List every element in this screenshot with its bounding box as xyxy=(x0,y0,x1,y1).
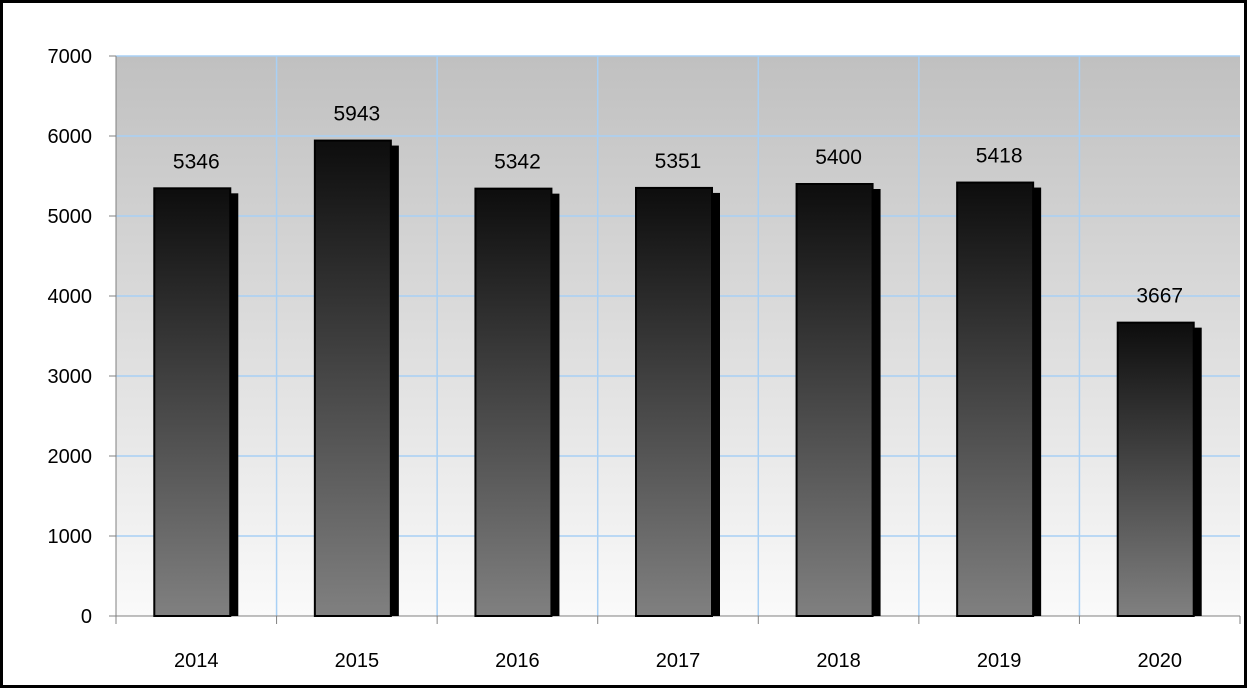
bars xyxy=(153,139,1202,617)
x-tick-label-2015: 2015 xyxy=(335,650,380,672)
data-label-2015: 5943 xyxy=(333,103,380,126)
y-tick-label: 5000 xyxy=(48,206,93,228)
y-tick-label: 4000 xyxy=(48,286,93,308)
data-label-2020: 3667 xyxy=(1136,285,1183,308)
x-tick-label-2014: 2014 xyxy=(174,650,219,672)
y-tick-labels: 0 1000 2000 3000 4000 5000 6000 7000 xyxy=(48,46,93,628)
x-tick-label-2019: 2019 xyxy=(977,650,1022,672)
bar-2014 xyxy=(153,187,232,617)
y-tick-label: 1000 xyxy=(48,526,93,548)
y-tick-label: 2000 xyxy=(48,446,93,468)
data-label-2014: 5346 xyxy=(173,150,220,173)
bar-2017 xyxy=(635,186,713,617)
data-label-2017: 5351 xyxy=(655,150,702,173)
x-tick-label-2018: 2018 xyxy=(816,650,861,672)
x-tick-label-2017: 2017 xyxy=(656,650,701,672)
bar-2018 xyxy=(795,183,874,617)
y-tick-label: 3000 xyxy=(48,366,93,388)
y-tick-label: 0 xyxy=(81,606,92,628)
bar-2020 xyxy=(1116,321,1195,617)
bar-2016 xyxy=(474,187,553,617)
bar-2019 xyxy=(956,181,1035,617)
data-labels: 5346 5943 5342 5351 5400 5418 3667 xyxy=(173,103,1183,308)
data-label-2016: 5342 xyxy=(494,151,541,174)
y-tick-label: 7000 xyxy=(48,46,93,68)
x-tick-labels: 2014 2015 2016 2017 2018 2019 2020 xyxy=(174,650,1182,672)
x-tick-label-2020: 2020 xyxy=(1137,650,1182,672)
bar-2015 xyxy=(313,139,392,617)
y-tick-label: 6000 xyxy=(48,126,93,148)
x-tick-label-2016: 2016 xyxy=(495,650,540,672)
data-label-2018: 5400 xyxy=(815,146,862,169)
data-label-2019: 5418 xyxy=(976,145,1023,168)
